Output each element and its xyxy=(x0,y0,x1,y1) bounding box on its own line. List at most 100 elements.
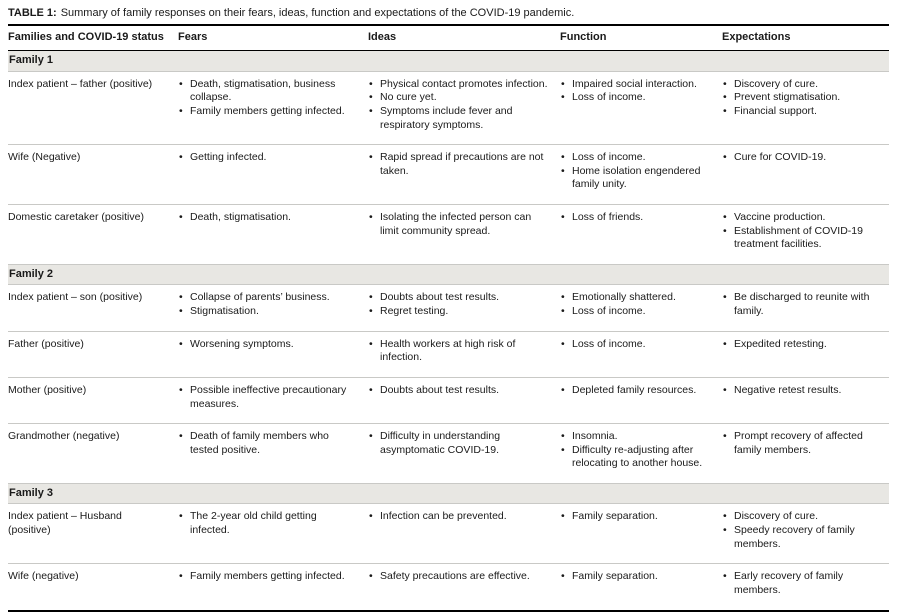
bullet-item: Loss of income. xyxy=(560,151,710,165)
ideas-list: Safety precautions are effective. xyxy=(368,570,548,584)
function-list: Emotionally shattered.Loss of income. xyxy=(560,291,710,318)
table-row: Index patient – Husband (positive)The 2-… xyxy=(8,503,889,565)
col-header-ideas: Ideas xyxy=(368,24,560,52)
function-list: Impaired social interaction.Loss of inco… xyxy=(560,78,710,105)
expectations-list: Cure for COVID-19. xyxy=(722,151,877,165)
bullet-item: Stigmatisation. xyxy=(178,305,356,319)
expectations-list: Vaccine production.Establishment of COVI… xyxy=(722,211,877,252)
bullet-item: Prompt recovery of affected family membe… xyxy=(722,430,877,457)
fears-list: Collapse of parents’ business.Stigmatisa… xyxy=(178,291,356,318)
bullet-item: Difficulty re-adjusting after relocating… xyxy=(560,444,710,471)
ideas-cell: Doubts about test results. xyxy=(368,377,560,425)
bullet-item: Isolating the infected person can limit … xyxy=(368,211,548,238)
ideas-list: Rapid spread if precautions are not take… xyxy=(368,151,548,178)
function-cell: Loss of income. xyxy=(560,331,722,378)
family-member-status: Father (positive) xyxy=(8,331,178,378)
bullet-item: Impaired social interaction. xyxy=(560,78,710,92)
bullet-item: Prevent stigmatisation. xyxy=(722,91,877,105)
function-list: Loss of friends. xyxy=(560,211,710,225)
expectations-cell: Discovery of cure.Speedy recovery of fam… xyxy=(722,503,889,565)
family-member-status: Wife (negative) xyxy=(8,563,178,612)
bullet-item: Expedited retesting. xyxy=(722,338,877,352)
header-row: Families and COVID-19 status Fears Ideas… xyxy=(8,24,889,52)
bullet-item: Family separation. xyxy=(560,570,710,584)
bullet-item: Death of family members who tested posit… xyxy=(178,430,356,457)
ideas-cell: Doubts about test results.Regret testing… xyxy=(368,284,560,332)
expectations-cell: Cure for COVID-19. xyxy=(722,144,889,206)
table-row: Index patient – son (positive)Collapse o… xyxy=(8,284,889,332)
bullet-item: Death, stigmatisation, business collapse… xyxy=(178,78,356,105)
ideas-list: Doubts about test results.Regret testing… xyxy=(368,291,548,318)
ideas-list: Isolating the infected person can limit … xyxy=(368,211,548,238)
bullet-item: Home isolation engendered family unity. xyxy=(560,165,710,192)
function-list: Loss of income.Home isolation engendered… xyxy=(560,151,710,192)
bullet-item: Emotionally shattered. xyxy=(560,291,710,305)
fears-cell: Death, stigmatisation, business collapse… xyxy=(178,71,368,146)
bullet-item: Discovery of cure. xyxy=(722,78,877,92)
bullet-item: Regret testing. xyxy=(368,305,548,319)
expectations-list: Discovery of cure.Speedy recovery of fam… xyxy=(722,510,877,551)
expectations-cell: Early recovery of family members. xyxy=(722,563,889,612)
family-member-status: Wife (Negative) xyxy=(8,144,178,206)
function-cell: Loss of income.Home isolation engendered… xyxy=(560,144,722,206)
bullet-item: Negative retest results. xyxy=(722,384,877,398)
bullet-item: Early recovery of family members. xyxy=(722,570,877,597)
bullet-item: Discovery of cure. xyxy=(722,510,877,524)
ideas-cell: Isolating the infected person can limit … xyxy=(368,204,560,265)
bullet-item: Death, stigmatisation. xyxy=(178,211,356,225)
bullet-item: Speedy recovery of family members. xyxy=(722,524,877,551)
table-title: TABLE 1: Summary of family responses on t… xyxy=(8,6,889,24)
col-header-families-status: Families and COVID-19 status xyxy=(8,24,178,52)
family-member-status: Index patient – Husband (positive) xyxy=(8,503,178,565)
family-member-status: Domestic caretaker (positive) xyxy=(8,204,178,265)
ideas-list: Difficulty in understanding asymptomatic… xyxy=(368,430,548,457)
bullet-item: Safety precautions are effective. xyxy=(368,570,548,584)
expectations-list: Expedited retesting. xyxy=(722,338,877,352)
table-row: Mother (positive)Possible ineffective pr… xyxy=(8,377,889,425)
bullet-item: Loss of income. xyxy=(560,338,710,352)
family-section-row: Family 1 xyxy=(8,50,889,72)
family-member-status: Index patient – father (positive) xyxy=(8,71,178,146)
expectations-list: Discovery of cure.Prevent stigmatisation… xyxy=(722,78,877,119)
col-header-fears: Fears xyxy=(178,24,368,52)
bullet-item: Loss of income. xyxy=(560,91,710,105)
fears-list: Death, stigmatisation. xyxy=(178,211,356,225)
table-row: Domestic caretaker (positive)Death, stig… xyxy=(8,204,889,265)
bullet-item: Difficulty in understanding asymptomatic… xyxy=(368,430,548,457)
bullet-item: No cure yet. xyxy=(368,91,548,105)
function-cell: Loss of friends. xyxy=(560,204,722,265)
ideas-cell: Difficulty in understanding asymptomatic… xyxy=(368,423,560,485)
function-list: Family separation. xyxy=(560,510,710,524)
function-list: Insomnia.Difficulty re-adjusting after r… xyxy=(560,430,710,471)
fears-list: Death, stigmatisation, business collapse… xyxy=(178,78,356,119)
bullet-item: Symptoms include fever and respiratory s… xyxy=(368,105,548,132)
family-member-status: Grandmother (negative) xyxy=(8,423,178,485)
family-section-row: Family 3 xyxy=(8,483,889,505)
function-cell: Impaired social interaction.Loss of inco… xyxy=(560,71,722,146)
ideas-cell: Health workers at high risk of infection… xyxy=(368,331,560,378)
fears-cell: The 2-year old child getting infected. xyxy=(178,503,368,565)
bullet-item: Financial support. xyxy=(722,105,877,119)
expectations-list: Be discharged to reunite with family. xyxy=(722,291,877,318)
ideas-cell: Infection can be prevented. xyxy=(368,503,560,565)
table-row: Grandmother (negative)Death of family me… xyxy=(8,423,889,485)
bullet-item: Getting infected. xyxy=(178,151,356,165)
fears-cell: Death of family members who tested posit… xyxy=(178,423,368,485)
fears-list: Getting infected. xyxy=(178,151,356,165)
bullet-item: Rapid spread if precautions are not take… xyxy=(368,151,548,178)
bullet-item: Cure for COVID-19. xyxy=(722,151,877,165)
fears-list: Death of family members who tested posit… xyxy=(178,430,356,457)
table-row: Wife (negative)Family members getting in… xyxy=(8,563,889,612)
bullet-item: Family members getting infected. xyxy=(178,105,356,119)
ideas-cell: Safety precautions are effective. xyxy=(368,563,560,612)
expectations-cell: Discovery of cure.Prevent stigmatisation… xyxy=(722,71,889,146)
bullet-item: Family separation. xyxy=(560,510,710,524)
family-section-label: Family 3 xyxy=(8,483,889,505)
bullet-item: Doubts about test results. xyxy=(368,384,548,398)
function-list: Depleted family resources. xyxy=(560,384,710,398)
expectations-cell: Vaccine production.Establishment of COVI… xyxy=(722,204,889,265)
fears-cell: Worsening symptoms. xyxy=(178,331,368,378)
expectations-list: Negative retest results. xyxy=(722,384,877,398)
bullet-item: Possible ineffective precautionary measu… xyxy=(178,384,356,411)
bullet-item: Establishment of COVID-19 treatment faci… xyxy=(722,225,877,252)
